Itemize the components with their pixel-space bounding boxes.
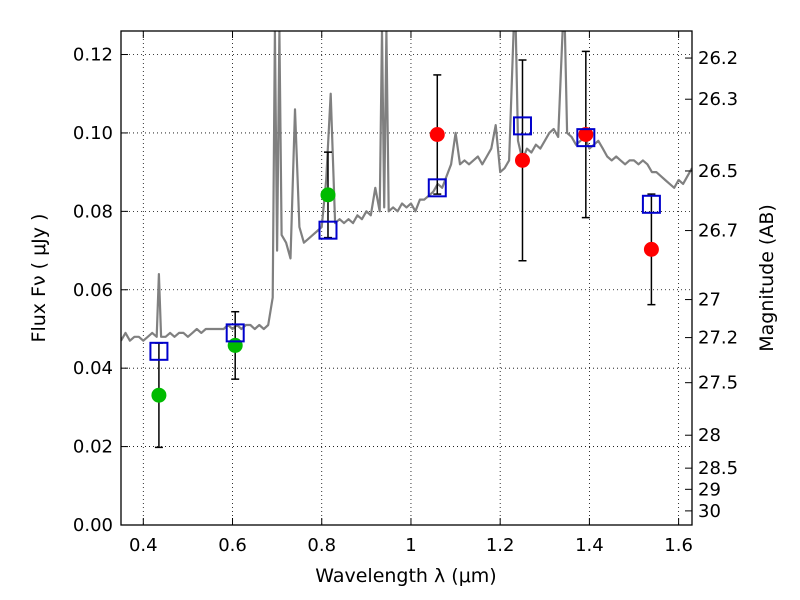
x-tick-label: 1.4 xyxy=(575,535,604,556)
model-photometry-square xyxy=(318,220,338,240)
right-tick-label: 26.7 xyxy=(698,221,738,242)
right-tick-label: 27.5 xyxy=(698,373,738,394)
model-photometry-square xyxy=(576,128,596,148)
x-tick-label: 1 xyxy=(405,535,416,556)
y-axis-title: Flux Fν ( μJy ) xyxy=(28,214,50,343)
y-tick-label: 0.04 xyxy=(73,358,113,379)
right-tick-label: 30 xyxy=(698,501,721,522)
x-tick-label: 0.6 xyxy=(218,535,247,556)
y-tick-label: 0.10 xyxy=(73,123,113,144)
observed-point xyxy=(320,187,336,203)
plot-frame xyxy=(120,30,693,526)
right-axis-title: Magnitude (AB) xyxy=(756,204,778,352)
model-photometry-square xyxy=(641,194,661,214)
model-photometry-square xyxy=(512,116,532,136)
observed-point xyxy=(151,387,167,403)
model-photometry-square xyxy=(427,178,447,198)
x-axis-title: Wavelength λ (μm) xyxy=(315,565,496,587)
observed-point xyxy=(429,127,445,143)
observed-point xyxy=(578,127,594,143)
x-tick-label: 0.4 xyxy=(129,535,158,556)
y-tick-label: 0.12 xyxy=(73,45,113,66)
y-tick-label: 0.02 xyxy=(73,437,113,458)
observed-point xyxy=(643,241,659,257)
y-tick-label: 0.08 xyxy=(73,201,113,222)
model-photometry-square xyxy=(149,341,169,361)
right-tick-label: 27 xyxy=(698,290,721,311)
right-tick-label: 26.2 xyxy=(698,48,738,69)
model-photometry-square xyxy=(225,323,245,343)
y-tick-label: 0.00 xyxy=(73,515,113,536)
x-tick-label: 0.8 xyxy=(307,535,336,556)
observed-point xyxy=(227,337,243,353)
right-tick-label: 28 xyxy=(698,425,721,446)
right-tick-label: 28.5 xyxy=(698,458,738,479)
right-tick-label: 26.5 xyxy=(698,161,738,182)
right-tick-label: 29 xyxy=(698,479,721,500)
right-tick-label: 26.3 xyxy=(698,89,738,110)
right-tick-label: 27.2 xyxy=(698,328,738,349)
y-tick-label: 0.06 xyxy=(73,280,113,301)
x-tick-label: 1.6 xyxy=(664,535,693,556)
observed-point xyxy=(514,152,530,168)
x-tick-label: 1.2 xyxy=(486,535,515,556)
